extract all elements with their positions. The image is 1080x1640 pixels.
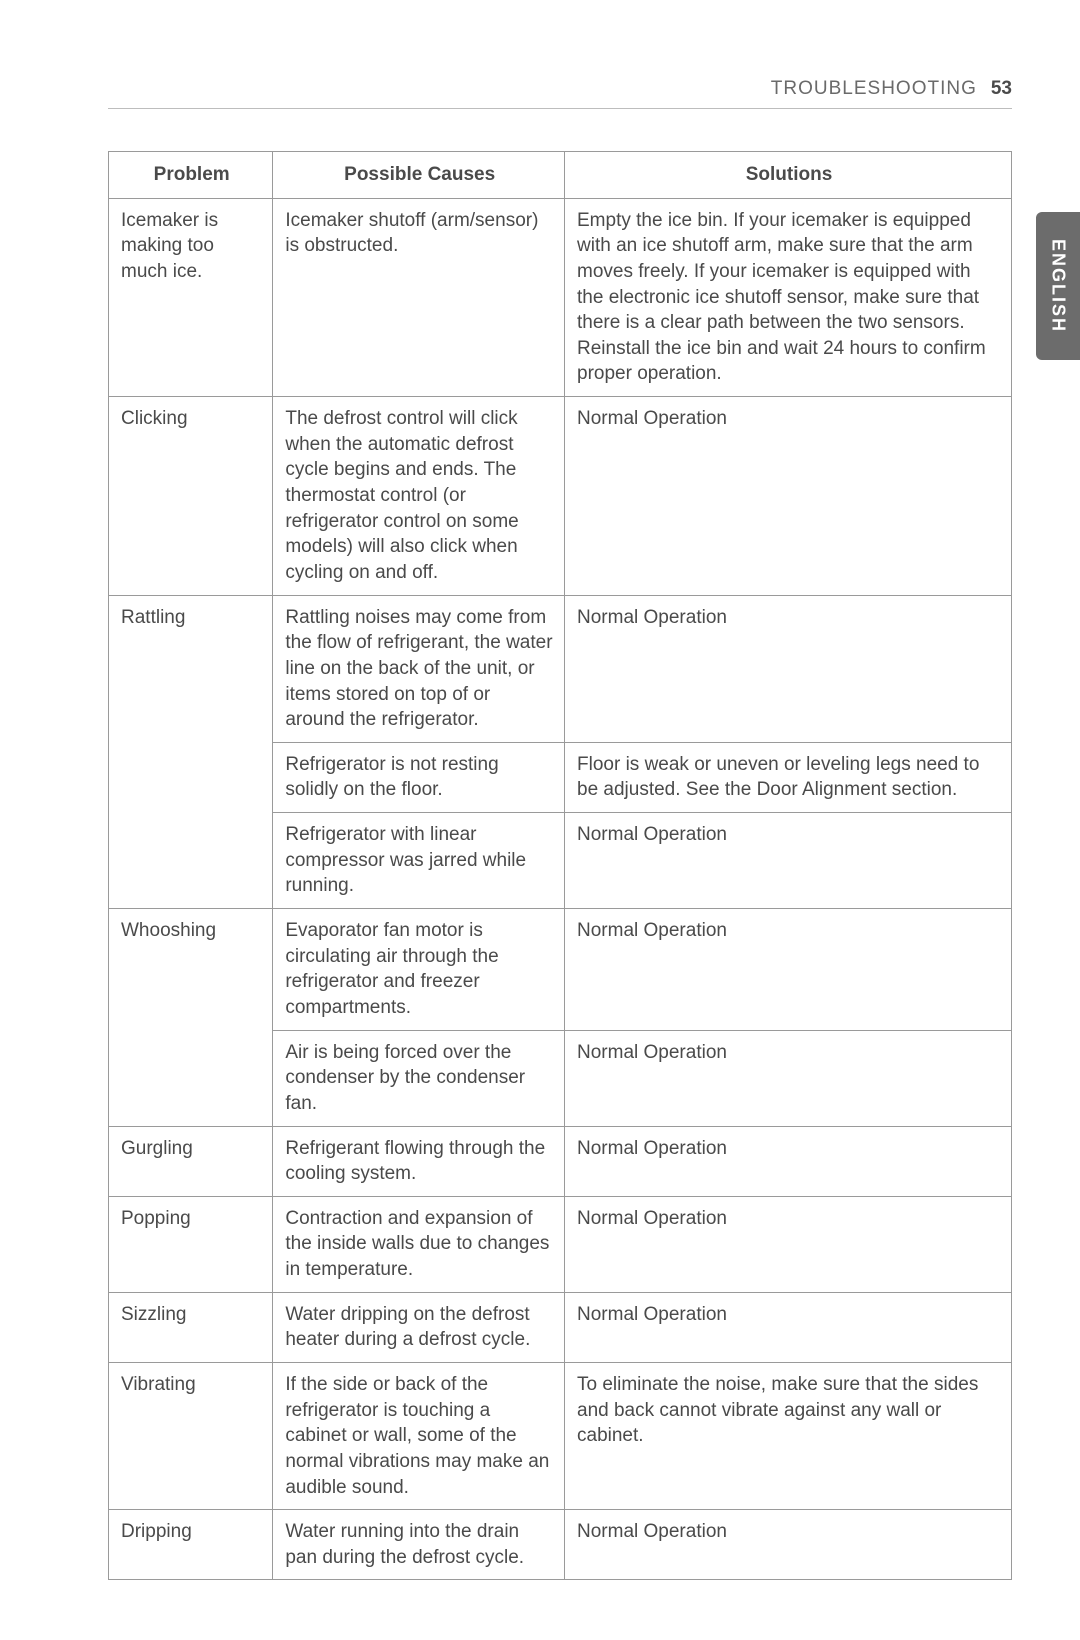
table-row: Dripping Water running into the drain pa… [109, 1510, 1012, 1580]
cell-problem: Clicking [109, 397, 273, 595]
cell-cause: Water running into the drain pan during … [273, 1510, 565, 1580]
cell-solution: Normal Operation [565, 1196, 1012, 1292]
cell-solution: Empty the ice bin. If your icemaker is e… [565, 198, 1012, 396]
cell-cause: Water dripping on the defrost heater dur… [273, 1292, 565, 1362]
cell-solution: Normal Operation [565, 813, 1012, 909]
cell-problem: Gurgling [109, 1126, 273, 1196]
page-header: TROUBLESHOOTING 53 [108, 78, 1012, 109]
cell-problem: Whooshing [109, 909, 273, 1126]
table-row: Icemaker is making too much ice. Icemake… [109, 198, 1012, 396]
col-header-solutions: Solutions [565, 152, 1012, 199]
cell-cause: If the side or back of the refrigerator … [273, 1362, 565, 1509]
table-row: Vibrating If the side or back of the ref… [109, 1362, 1012, 1509]
page-content: TROUBLESHOOTING 53 Problem Possible Caus… [0, 0, 1080, 1640]
cell-cause: Rattling noises may come from the flow o… [273, 595, 565, 742]
cell-problem: Sizzling [109, 1292, 273, 1362]
col-header-causes: Possible Causes [273, 152, 565, 199]
cell-solution: Normal Operation [565, 397, 1012, 595]
cell-problem: Rattling [109, 595, 273, 908]
cell-solution: Floor is weak or uneven or leveling legs… [565, 742, 1012, 812]
cell-cause: Refrigerator is not resting solidly on t… [273, 742, 565, 812]
cell-cause: Refrigerant flowing through the cooling … [273, 1126, 565, 1196]
table-row: Sizzling Water dripping on the defrost h… [109, 1292, 1012, 1362]
cell-problem: Icemaker is making too much ice. [109, 198, 273, 396]
table-row: Whooshing Evaporator fan motor is circul… [109, 909, 1012, 1031]
table-row: Rattling Rattling noises may come from t… [109, 595, 1012, 742]
col-header-problem: Problem [109, 152, 273, 199]
cell-solution: Normal Operation [565, 909, 1012, 1031]
cell-cause: Refrigerator with linear compressor was … [273, 813, 565, 909]
cell-solution: Normal Operation [565, 1126, 1012, 1196]
table-row: Clicking The defrost control will click … [109, 397, 1012, 595]
cell-solution: Normal Operation [565, 595, 1012, 742]
cell-cause: Air is being forced over the condenser b… [273, 1030, 565, 1126]
section-title: TROUBLESHOOTING [771, 78, 977, 100]
table-header-row: Problem Possible Causes Solutions [109, 152, 1012, 199]
cell-cause: Contraction and expansion of the inside … [273, 1196, 565, 1292]
table-row: Popping Contraction and expansion of the… [109, 1196, 1012, 1292]
cell-problem: Popping [109, 1196, 273, 1292]
cell-problem: Dripping [109, 1510, 273, 1580]
cell-cause: Evaporator fan motor is circulating air … [273, 909, 565, 1031]
cell-problem: Vibrating [109, 1362, 273, 1509]
cell-solution: Normal Operation [565, 1030, 1012, 1126]
cell-cause: The defrost control will click when the … [273, 397, 565, 595]
cell-solution: Normal Operation [565, 1292, 1012, 1362]
cell-cause: Icemaker shutoff (arm/sensor) is obstruc… [273, 198, 565, 396]
cell-solution: To eliminate the noise, make sure that t… [565, 1362, 1012, 1509]
page-number: 53 [991, 78, 1012, 100]
cell-solution: Normal Operation [565, 1510, 1012, 1580]
troubleshoot-table: Problem Possible Causes Solutions Icemak… [108, 151, 1012, 1580]
table-row: Gurgling Refrigerant flowing through the… [109, 1126, 1012, 1196]
